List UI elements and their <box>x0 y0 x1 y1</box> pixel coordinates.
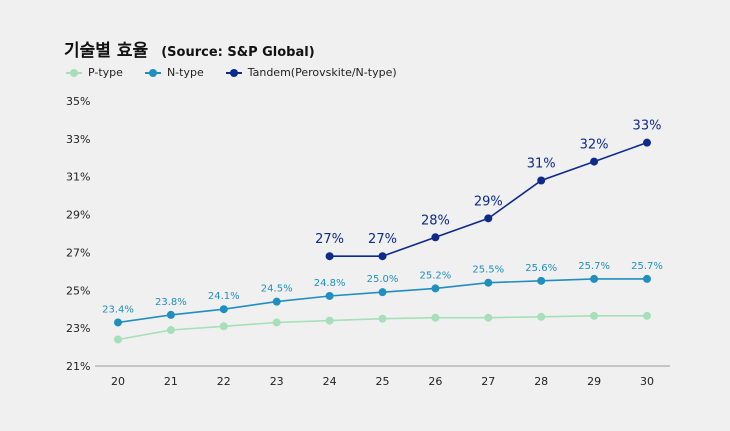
data-label-tandem: 27% <box>368 232 397 247</box>
x-tick-label: 22 <box>217 375 231 388</box>
legend-label-n-type: N-type <box>166 66 204 79</box>
data-point-tandem <box>590 157 599 166</box>
x-tick-label: 29 <box>587 375 601 388</box>
y-tick-label: 29% <box>66 209 90 222</box>
data-point-p-type <box>643 311 651 320</box>
data-label-n-type: 25.7% <box>578 261 610 272</box>
y-tick-label: 35% <box>66 95 90 108</box>
data-point-n-type <box>537 276 546 285</box>
legend-swatch-tandem <box>225 68 242 78</box>
data-point-tandem <box>325 252 334 261</box>
x-tick-label: 23 <box>270 375 284 388</box>
data-point-n-type <box>219 305 228 314</box>
data-label-n-type: 25.7% <box>631 261 663 272</box>
data-label-n-type: 23.4% <box>102 304 134 315</box>
data-point-tandem <box>378 252 387 261</box>
data-point-p-type <box>431 313 440 322</box>
data-point-n-type <box>272 297 281 306</box>
data-point-p-type <box>537 312 546 321</box>
y-tick-label: 33% <box>66 133 90 146</box>
data-point-n-type <box>431 284 440 293</box>
y-tick-label: 23% <box>66 322 90 335</box>
data-label-n-type: 24.5% <box>261 284 293 295</box>
data-point-tandem <box>431 233 440 242</box>
data-point-p-type <box>166 326 175 335</box>
x-tick-label: 30 <box>640 375 654 388</box>
data-point-p-type <box>219 322 228 331</box>
data-label-tandem: 32% <box>580 138 609 153</box>
legend-item-p-type: P-type <box>66 66 123 79</box>
x-tick-label: 26 <box>428 375 442 388</box>
data-label-n-type: 25.5% <box>472 265 504 276</box>
legend-label-p-type: P-type <box>88 66 123 79</box>
y-tick-label: 27% <box>66 246 90 259</box>
x-tick-label: 27 <box>481 375 495 388</box>
legend-item-tandem: Tandem(Perovskite/N-type) <box>225 66 397 79</box>
data-point-n-type <box>643 274 651 283</box>
data-point-tandem <box>643 138 651 147</box>
x-tick-label: 25 <box>376 375 390 388</box>
data-point-n-type <box>590 274 599 283</box>
x-tick-label: 24 <box>323 375 337 388</box>
data-label-tandem: 33% <box>633 119 662 134</box>
data-label-tandem: 27% <box>315 232 344 247</box>
data-label-n-type: 24.1% <box>208 291 240 302</box>
legend-item-n-type: N-type <box>144 66 204 79</box>
data-point-p-type <box>590 311 599 320</box>
y-tick-label: 21% <box>66 360 90 373</box>
data-point-p-type <box>114 335 122 344</box>
data-point-p-type <box>484 313 493 322</box>
legend-swatch-p-type <box>66 68 82 78</box>
chart-title-block: 기술별 효율 (Source: S&P Global) <box>64 36 315 61</box>
data-point-p-type <box>378 314 387 323</box>
data-point-n-type <box>378 288 387 297</box>
data-point-p-type <box>325 316 334 325</box>
data-point-tandem <box>484 214 493 223</box>
x-tick-label: 28 <box>534 375 548 388</box>
y-tick-label: 31% <box>66 171 90 184</box>
data-point-tandem <box>537 176 546 185</box>
data-label-tandem: 28% <box>421 213 450 228</box>
data-point-n-type <box>325 291 334 300</box>
data-label-n-type: 23.8% <box>155 297 187 308</box>
legend-swatch-n-type <box>144 68 161 78</box>
data-point-n-type <box>114 318 122 327</box>
y-tick-label: 25% <box>66 284 90 297</box>
legend-label-tandem: Tandem(Perovskite/N-type) <box>247 66 397 79</box>
data-label-n-type: 25.0% <box>367 274 399 285</box>
data-point-n-type <box>484 278 493 287</box>
data-point-n-type <box>166 310 175 319</box>
chart-subtitle: (Source: S&P Global) <box>161 45 315 60</box>
data-label-n-type: 25.6% <box>525 263 557 274</box>
data-label-n-type: 24.8% <box>314 278 346 289</box>
data-point-p-type <box>272 318 281 327</box>
data-label-n-type: 25.2% <box>420 270 452 281</box>
chart-title: 기술별 효율 <box>64 41 149 61</box>
x-tick-label: 21 <box>164 375 178 388</box>
data-label-tandem: 29% <box>474 194 503 209</box>
chart-legend: P-type N-type Tandem(Perovskite/N-type) <box>66 66 419 79</box>
x-tick-label: 20 <box>111 375 125 388</box>
data-label-tandem: 31% <box>527 157 556 172</box>
